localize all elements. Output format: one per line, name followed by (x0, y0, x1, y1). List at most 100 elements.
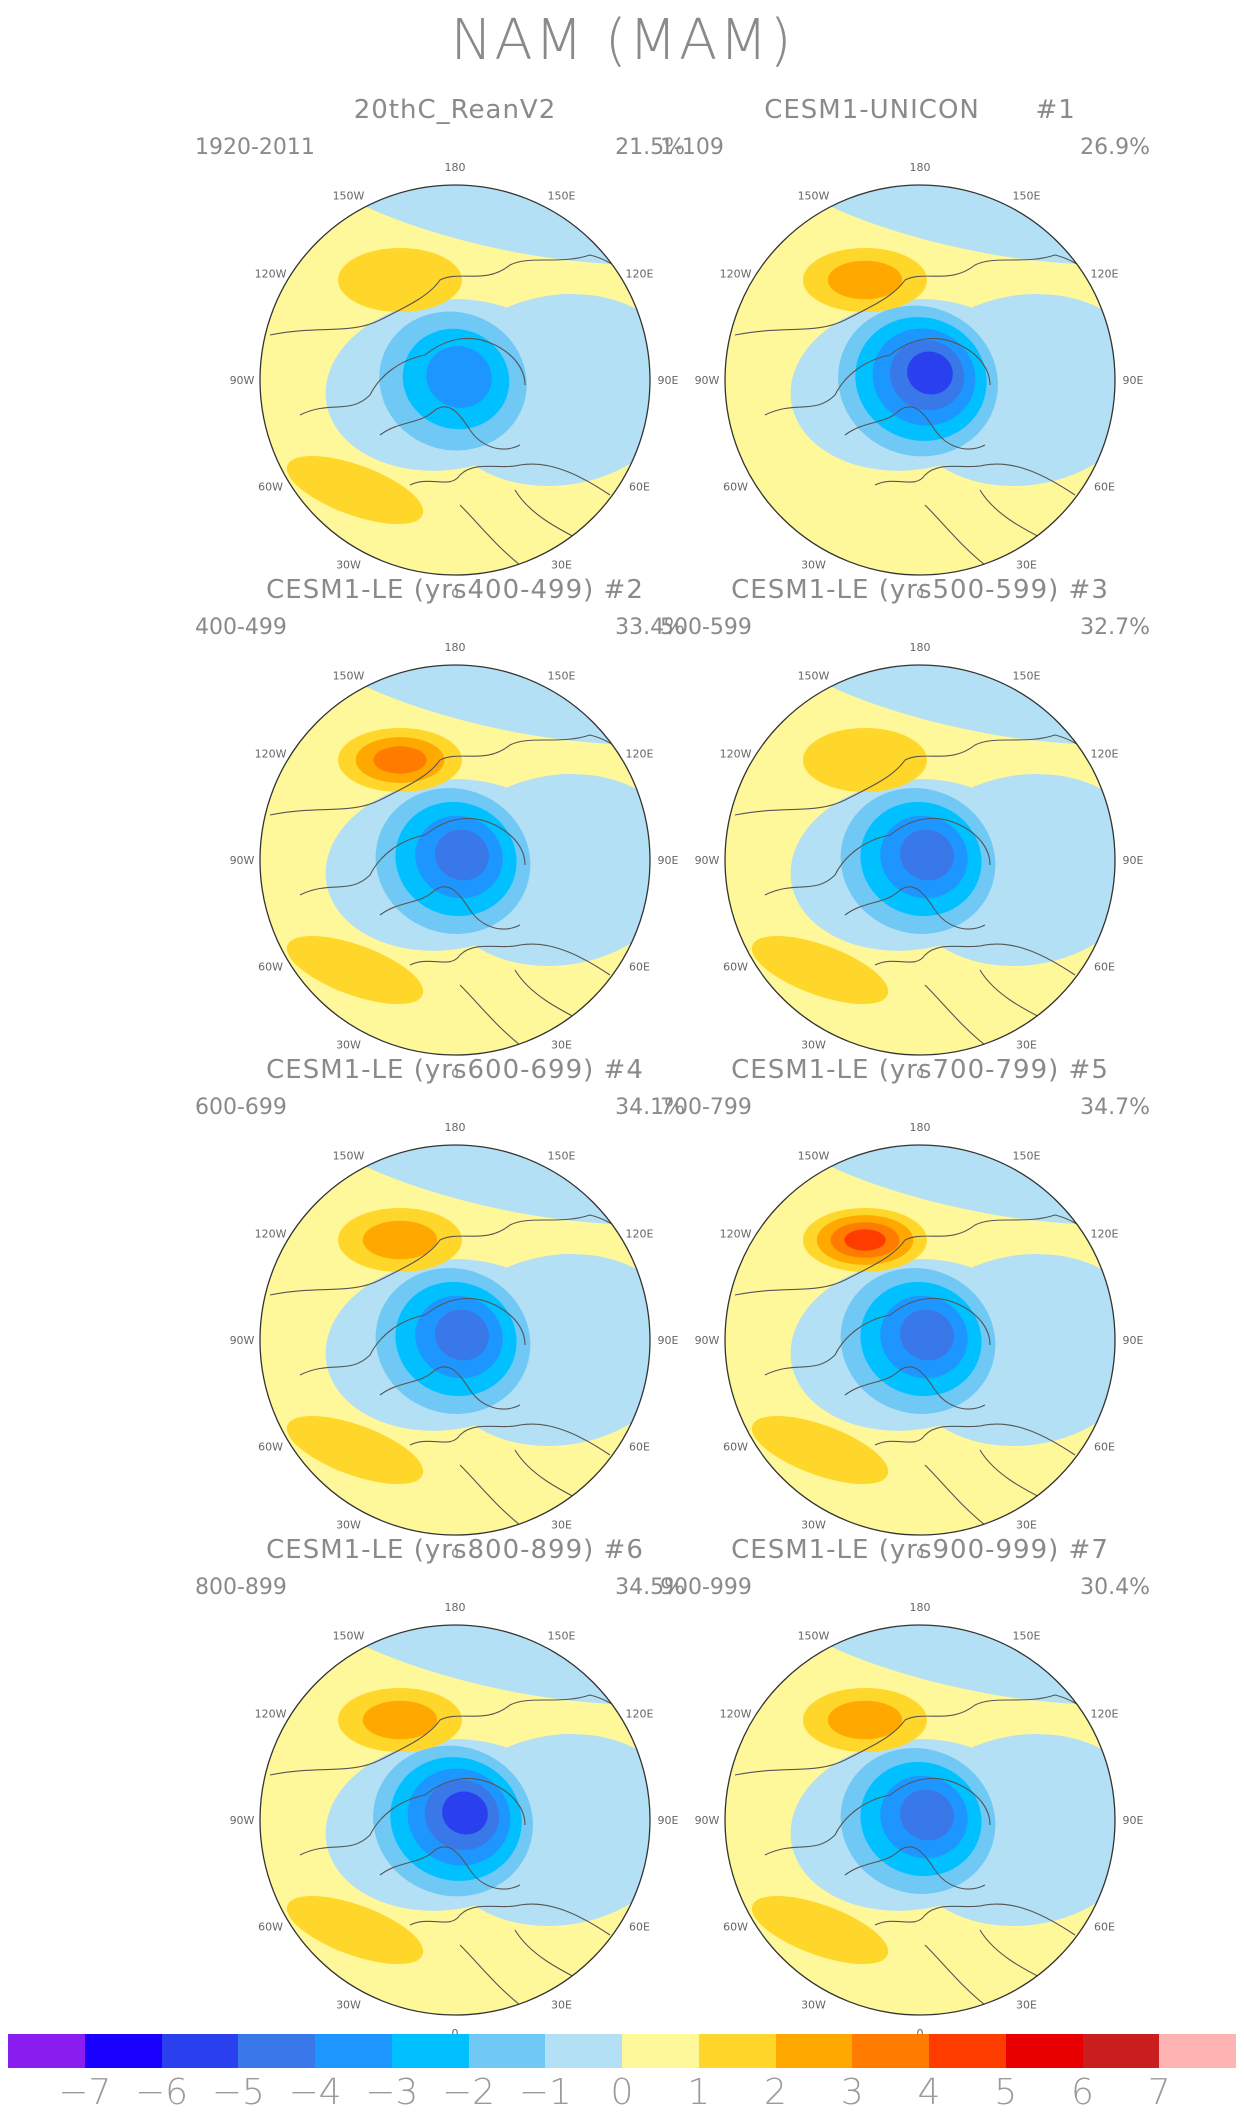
colorbar-tick-label: 6 (1071, 2072, 1094, 2113)
map-boundary (724, 1624, 1116, 2016)
longitude-label: 30E (1016, 1998, 1037, 2011)
longitude-label: 180 (445, 641, 466, 654)
map-panel: CESM1-LE (yrs600-699) #4 600-699 34.1% 180 1… (195, 1055, 715, 1575)
contour-field (260, 1145, 650, 1535)
colorbar-swatch (1159, 2034, 1236, 2068)
panel-explained-variance: 32.7% (1080, 615, 1150, 640)
longitude-label: 150W (798, 1150, 830, 1163)
panel-explained-variance: 34.7% (1080, 1095, 1150, 1120)
longitude-label: 60W (258, 961, 283, 974)
panel-explained-variance: 26.9% (1080, 135, 1150, 160)
polar-map: 180 150E 120E 90E 60E 30E 0 30W 60W 90W 120W 150W (230, 641, 679, 1080)
longitude-label: 90E (658, 1334, 679, 1347)
colorbar-swatch (8, 2034, 85, 2068)
longitude-label: 60E (1094, 1441, 1115, 1454)
panel-title: CESM1-LE (yrs600-699) #4 (266, 1055, 644, 1085)
longitude-label: 120E (625, 1228, 653, 1241)
longitude-label: 120W (255, 268, 287, 281)
longitude-label: 0 (452, 1067, 459, 1080)
longitude-label: 60E (1094, 1921, 1115, 1934)
longitude-label: 90E (1123, 1814, 1144, 1827)
coastlines (269, 1214, 631, 1526)
longitude-label: 90E (1123, 854, 1144, 867)
colorbar-tick-label: −5 (211, 2072, 265, 2113)
figure-title: NAM (MAM) (450, 8, 794, 73)
colorbar-swatch (468, 2034, 546, 2068)
coastlines (734, 254, 1096, 566)
colorbar-tick-label: −4 (288, 2072, 342, 2113)
longitude-label: 120W (720, 268, 752, 281)
longitude-label: 0 (452, 2027, 459, 2040)
panel-explained-variance: 21.5% (615, 135, 685, 160)
panel-period: 500-599 (660, 615, 752, 640)
longitude-label: 120W (720, 1228, 752, 1241)
longitude-label: 180 (445, 161, 466, 174)
longitude-label: 90W (695, 1814, 720, 1827)
contour-field (725, 185, 1115, 575)
panel-period: 400-499 (195, 615, 287, 640)
colorbar-swatch (238, 2034, 315, 2068)
colorbar-ticks: −7 −6 −5 −4 −3 −2 −1 0 1 2 3 4 5 6 7 (8, 2072, 1236, 2113)
panel-title: 20thC_ReanV2 (353, 95, 557, 125)
longitude-label: 120E (1090, 1228, 1118, 1241)
contour-field (725, 1625, 1115, 2015)
longitude-label: 150E (548, 1630, 576, 1643)
panel-explained-variance: 34.5% (615, 1575, 685, 1600)
coastlines (269, 254, 631, 566)
longitude-label: 30E (1016, 558, 1037, 571)
colorbar-tick-label: 4 (917, 2072, 941, 2113)
longitude-label: 120E (1090, 1708, 1118, 1721)
longitude-label: 120E (1090, 748, 1118, 761)
longitude-label: 30E (551, 558, 572, 571)
longitude-label: 60E (629, 1921, 650, 1934)
colorbar-tick-label: 1 (687, 2072, 711, 2113)
longitude-label: 30W (336, 1998, 361, 2011)
map-boundary (724, 1144, 1116, 1536)
contour-field (725, 665, 1115, 1055)
longitude-label: 30W (336, 1518, 361, 1531)
longitude-label: 30E (551, 1038, 572, 1051)
polar-map: 180 150E 120E 90E 60E 30E 0 30W 60W 90W 120W 150W (695, 161, 1144, 600)
polar-map: 180 150E 120E 90E 60E 30E 0 30W 60W 90W 120W 150W (230, 161, 679, 600)
panel-title: CESM1-LE (yrs700-799) #5 (731, 1055, 1109, 1085)
longitude-label: 90W (230, 854, 255, 867)
longitude-label: 30W (801, 1998, 826, 2011)
longitude-label: 90W (695, 1334, 720, 1347)
longitude-label: 30W (336, 1038, 361, 1051)
map-boundary (259, 1144, 651, 1536)
longitude-label: 30E (1016, 1518, 1037, 1531)
longitude-label: 90E (1123, 1334, 1144, 1347)
longitude-label: 150E (548, 190, 576, 203)
longitude-label: 180 (910, 161, 931, 174)
longitude-label: 120W (720, 748, 752, 761)
longitude-label: 150E (1013, 190, 1041, 203)
longitude-label: 0 (452, 587, 459, 600)
longitude-label: 0 (917, 1067, 924, 1080)
longitude-label: 120W (255, 1708, 287, 1721)
longitude-label: 150E (1013, 1630, 1041, 1643)
polar-map: 180 150E 120E 90E 60E 30E 0 30W 60W 90W 120W 150W (230, 1121, 679, 1560)
longitude-label: 120W (255, 748, 287, 761)
panel-period: 1920-2011 (195, 135, 315, 160)
coastlines (734, 1694, 1096, 2006)
longitude-label: 120W (255, 1228, 287, 1241)
polar-map: 180 150E 120E 90E 60E 30E 0 30W 60W 90W 120W 150W (230, 1601, 679, 2040)
panel-title: CESM1-LE (yrs900-999) #7 (731, 1535, 1109, 1565)
longitude-label: 60W (723, 1921, 748, 1934)
map-panel: CESM1-LE (yrs900-999) #7 900-999 30.4% 180 1… (660, 1535, 1180, 2055)
longitude-label: 180 (445, 1601, 466, 1614)
colorbar-tick-label: −2 (441, 2072, 496, 2113)
longitude-label: 0 (452, 1547, 459, 1560)
longitude-label: 90W (695, 854, 720, 867)
longitude-label: 60W (258, 481, 283, 494)
longitude-label: 60E (629, 961, 650, 974)
coastlines (269, 734, 631, 1046)
panel-period: 1-109 (660, 135, 724, 160)
longitude-label: 0 (917, 2027, 924, 2040)
longitude-label: 150W (333, 1150, 365, 1163)
coastlines (734, 1214, 1096, 1526)
colorbar-tick-label: 2 (764, 2072, 787, 2113)
map-boundary (259, 1624, 651, 2016)
panel-explained-variance: 33.4% (615, 615, 685, 640)
longitude-label: 120W (720, 1708, 752, 1721)
